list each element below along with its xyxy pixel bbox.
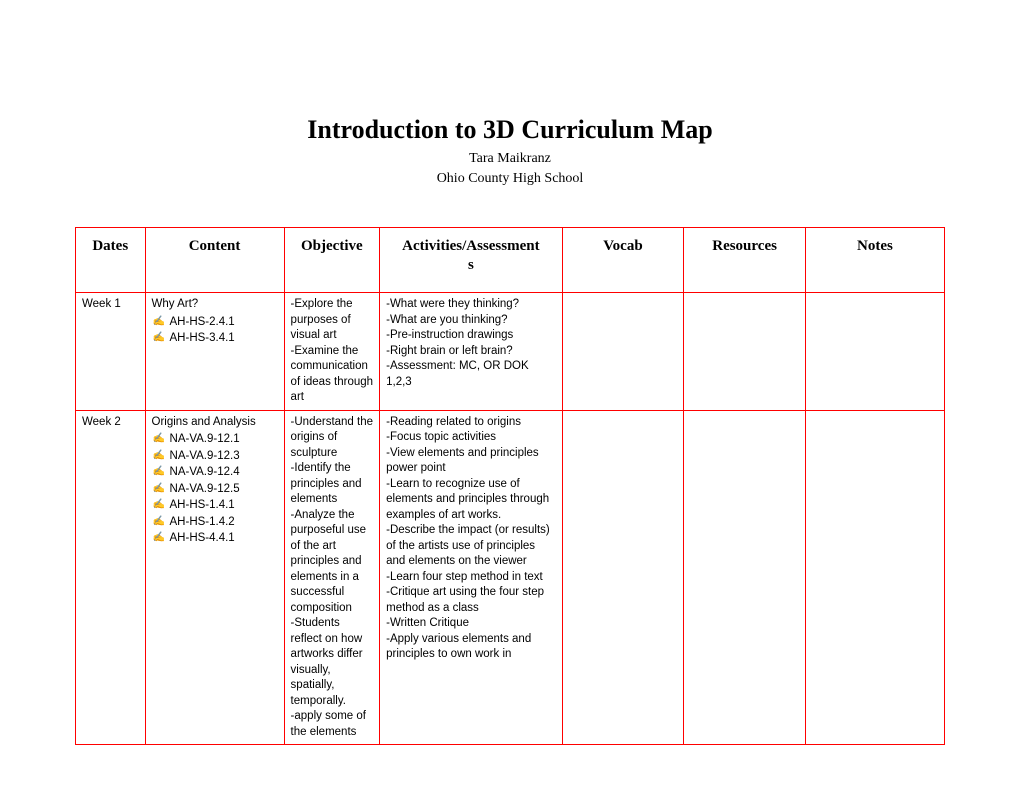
content-standard-item: NA-VA.9-12.3	[170, 449, 278, 465]
col-header-activities-sublabel: s	[384, 257, 557, 274]
table-header-row: Dates Content Objective Activities/Asses…	[76, 228, 945, 293]
cell-resources	[684, 293, 806, 411]
page-title: Introduction to 3D Curriculum Map	[0, 115, 1020, 145]
cell-dates: Week 1	[76, 293, 146, 411]
content-title: Why Art?	[152, 297, 278, 313]
content-standard-item: AH-HS-3.4.1	[170, 331, 278, 347]
content-title: Origins and Analysis	[152, 415, 278, 431]
author-name: Tara Maikranz	[0, 151, 1020, 167]
cell-activities: -What were they thinking?-What are you t…	[380, 293, 562, 411]
col-header-activities: Activities/Assessment s	[380, 228, 562, 293]
school-name: Ohio County High School	[0, 171, 1020, 187]
content-standard-item: NA-VA.9-12.5	[170, 482, 278, 498]
cell-vocab	[562, 293, 684, 411]
cell-objective: -Understand the origins of sculpture-Ide…	[284, 410, 380, 745]
cell-content: Origins and AnalysisNA-VA.9-12.1NA-VA.9-…	[145, 410, 284, 745]
cell-content: Why Art? AH-HS-2.4.1AH-HS-3.4.1	[145, 293, 284, 411]
col-header-resources: Resources	[684, 228, 806, 293]
table-row: Week 2Origins and AnalysisNA-VA.9-12.1NA…	[76, 410, 945, 745]
content-standard-item: NA-VA.9-12.1	[170, 432, 278, 448]
curriculum-table-wrap: Dates Content Objective Activities/Asses…	[75, 227, 945, 745]
content-standard-item: AH-HS-1.4.2	[170, 515, 278, 531]
col-header-vocab: Vocab	[562, 228, 684, 293]
cell-objective: -Explore the purposes of visual art-Exam…	[284, 293, 380, 411]
cell-resources	[684, 410, 806, 745]
content-standards-list: AH-HS-2.4.1AH-HS-3.4.1	[152, 315, 278, 347]
col-header-activities-label: Activities/Assessment	[402, 238, 539, 254]
content-standard-item: NA-VA.9-12.4	[170, 465, 278, 481]
cell-notes	[805, 410, 944, 745]
curriculum-table: Dates Content Objective Activities/Asses…	[75, 227, 945, 745]
cell-vocab	[562, 410, 684, 745]
content-standards-list: NA-VA.9-12.1NA-VA.9-12.3NA-VA.9-12.4NA-V…	[152, 432, 278, 547]
table-body: Week 1Why Art?AH-HS-2.4.1AH-HS-3.4.1-Exp…	[76, 293, 945, 745]
content-standard-item: AH-HS-4.4.1	[170, 531, 278, 547]
cell-notes	[805, 293, 944, 411]
col-header-dates: Dates	[76, 228, 146, 293]
cell-activities: -Reading related to origins-Focus topic …	[380, 410, 562, 745]
table-row: Week 1Why Art?AH-HS-2.4.1AH-HS-3.4.1-Exp…	[76, 293, 945, 411]
content-standard-item: AH-HS-1.4.1	[170, 498, 278, 514]
col-header-content: Content	[145, 228, 284, 293]
cell-dates: Week 2	[76, 410, 146, 745]
content-standard-item: AH-HS-2.4.1	[170, 315, 278, 331]
col-header-notes: Notes	[805, 228, 944, 293]
col-header-objective: Objective	[284, 228, 380, 293]
